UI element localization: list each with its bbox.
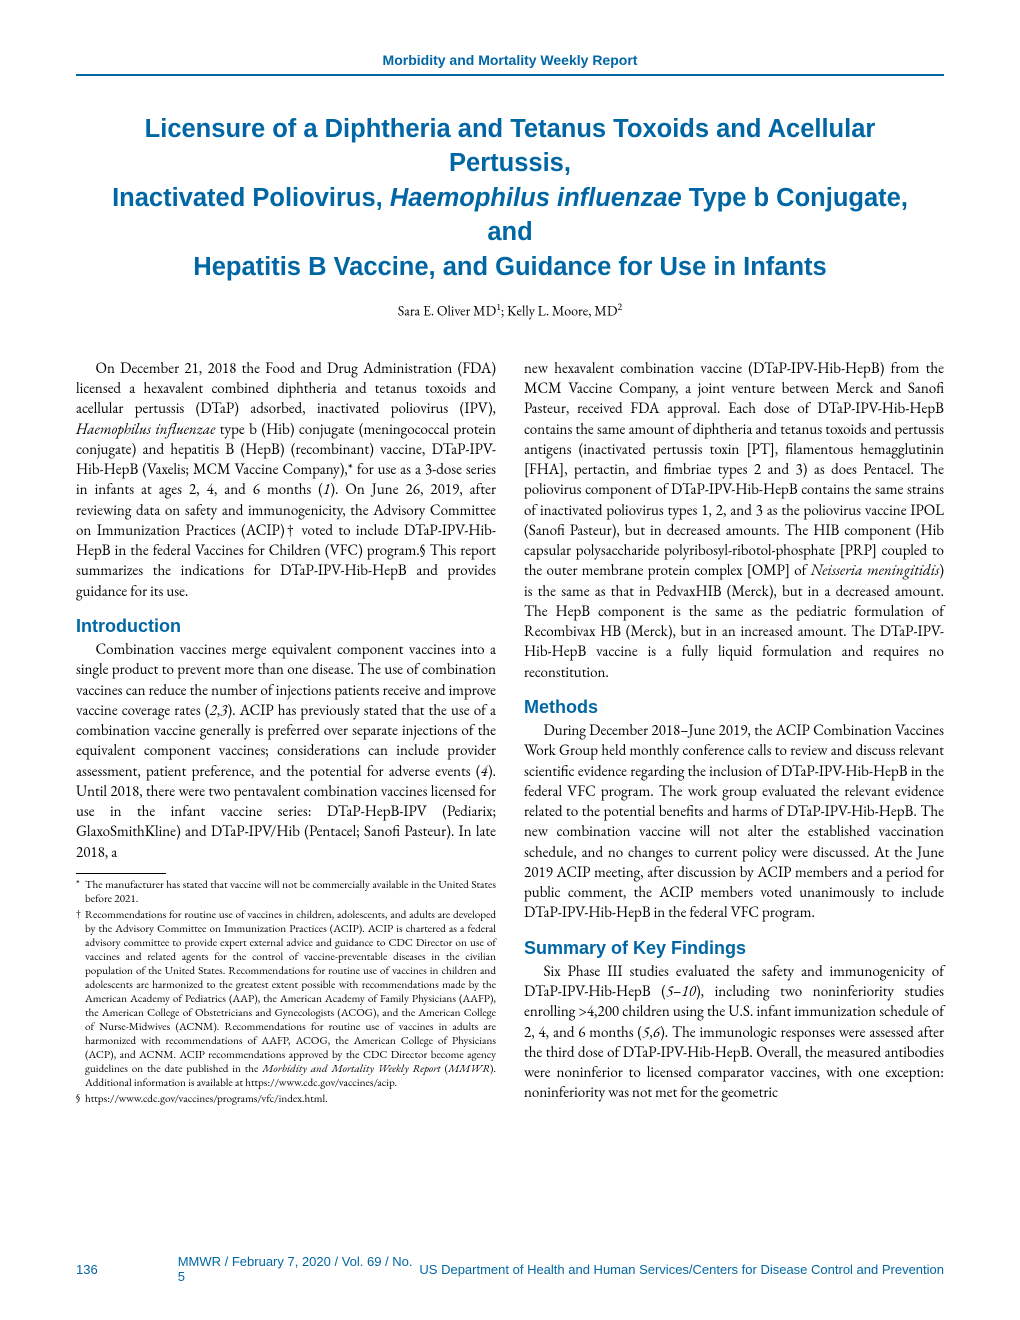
fn2-italic2: MMWR [448, 1062, 490, 1076]
para1-italic: Haemophilus influenzae [76, 420, 215, 439]
title-line-1: Licensure of a Diphtheria and Tetanus To… [145, 115, 876, 177]
footer-publisher: US Department of Health and Human Servic… [419, 1262, 944, 1277]
introduction-paragraph: Combination vaccines merge equivalent co… [76, 640, 496, 863]
fn2-italic: Morbidity and Mortality Weekly Report [262, 1062, 440, 1076]
footnote-2-mark: † [76, 908, 85, 1090]
summary-paragraph: Six Phase III studies evaluated the safe… [524, 962, 944, 1104]
col2-continuation: new hexavalent combination vaccine (DTaP… [524, 359, 944, 683]
footnote-1-text: The manufacturer has stated that vaccine… [85, 878, 496, 906]
author-separator: ; Kelly L. Moore, MD [501, 303, 617, 321]
title-line-3: Hepatitis B Vaccine, and Guidance for Us… [193, 253, 826, 281]
title-line-2-pre: Inactivated Poliovirus, [112, 184, 390, 212]
author-1: Sara E. Oliver MD [398, 303, 496, 321]
footnote-1: * The manufacturer has stated that vacci… [76, 878, 496, 906]
footnote-3-mark: § [76, 1092, 85, 1106]
header-report-name: Morbidity and Mortality Weekly Report [76, 52, 944, 68]
article-title: Licensure of a Diphtheria and Tetanus To… [76, 112, 944, 284]
col2-italic: Neisseria meningitidis [811, 561, 940, 580]
heading-methods: Methods [524, 695, 944, 719]
para1-pre: On December 21, 2018 the Food and Drug A… [76, 359, 496, 419]
footnote-2-text: Recommendations for routine use of vacci… [85, 908, 496, 1090]
footnote-2: † Recommendations for routine use of vac… [76, 908, 496, 1090]
intro-ref3: 4 [481, 762, 488, 781]
author-line: Sara E. Oliver MD1; Kelly L. Moore, MD2 [76, 300, 944, 321]
summary-ref4: 6 [653, 1023, 660, 1042]
heading-introduction: Introduction [76, 614, 496, 638]
col2-pre: new hexavalent combination vaccine (DTaP… [524, 359, 944, 581]
opening-paragraph: On December 21, 2018 the Food and Drug A… [76, 359, 496, 602]
heading-summary: Summary of Key Findings [524, 936, 944, 960]
footnote-1-mark: * [76, 878, 85, 906]
footnotes-block: * The manufacturer has stated that vacci… [76, 873, 496, 1106]
methods-paragraph: During December 2018–June 2019, the ACIP… [524, 721, 944, 924]
fn2-pre: Recommendations for routine use of vacci… [85, 908, 496, 1076]
page-number: 136 [76, 1262, 98, 1277]
footnote-3: § https://www.cdc.gov/vaccines/programs/… [76, 1092, 496, 1106]
author-2-affil: 2 [617, 300, 622, 313]
title-line-2-italic: Haemophilus influenzae [390, 184, 682, 212]
body-columns: On December 21, 2018 the Food and Drug A… [76, 359, 944, 1106]
footnotes: * The manufacturer has stated that vacci… [76, 878, 496, 1106]
header-rule [76, 74, 944, 76]
page-footer: 136 MMWR / February 7, 2020 / Vol. 69 / … [76, 1254, 944, 1284]
intro-ref1: 2 [210, 701, 217, 720]
summary-ref2: 10 [681, 982, 695, 1001]
fn2-mid: ( [441, 1062, 448, 1076]
footnote-3-text: https://www.cdc.gov/vaccines/programs/vf… [85, 1092, 496, 1106]
footer-issue-info: MMWR / February 7, 2020 / Vol. 69 / No. … [178, 1254, 420, 1284]
footnote-rule [76, 873, 166, 874]
